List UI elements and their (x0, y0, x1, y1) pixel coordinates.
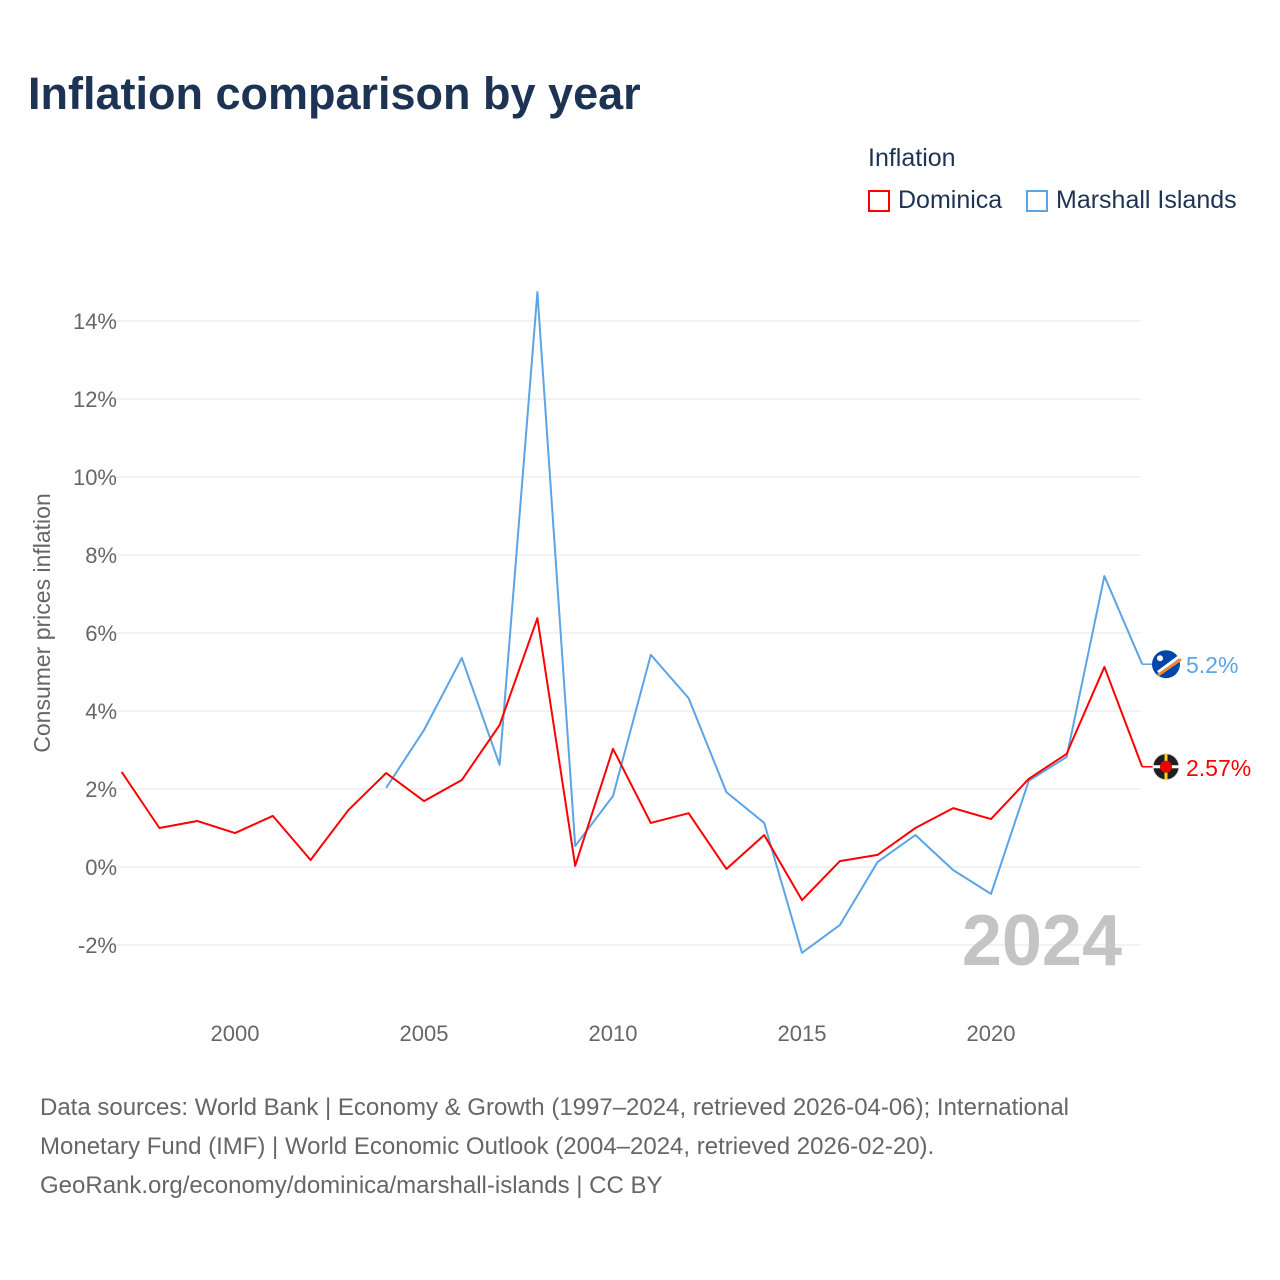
y-axis-label: Consumer prices inflation (29, 493, 55, 753)
y-tick-label: 14% (73, 309, 117, 334)
year-watermark: 2024 (962, 901, 1122, 981)
legend-label: Dominica (898, 186, 1003, 214)
legend-label: Marshall Islands (1056, 186, 1237, 214)
y-tick-label: 10% (73, 465, 117, 490)
y-tick-label: -2% (78, 933, 117, 958)
flag-disc (1160, 760, 1172, 773)
series-line-marshall-islands (385, 291, 1144, 954)
x-tick-label: 2010 (589, 1021, 638, 1046)
x-tick-label: 2005 (400, 1021, 449, 1046)
y-tick-label: 4% (85, 699, 117, 724)
footer-line: Data sources: World Bank | Economy & Gro… (40, 1094, 1070, 1121)
y-tick-label: 0% (85, 855, 117, 880)
series-line-dominica (120, 617, 1144, 902)
legend-swatch-marshall-islands (1026, 189, 1048, 212)
end-value-label-dominica: 2.57% (1186, 755, 1251, 781)
y-tick-label: 8% (85, 543, 117, 568)
legend-item-marshall-islands[interactable]: Marshall Islands (1026, 186, 1237, 215)
x-tick-label: 2000 (211, 1021, 260, 1046)
x-tick-label: 2015 (778, 1021, 827, 1046)
end-value-label-marshall-islands: 5.2% (1186, 652, 1238, 678)
flag-stripe (1157, 653, 1182, 674)
footer-line: Monetary Fund (IMF) | World Economic Out… (40, 1133, 935, 1160)
y-tick-label: 2% (85, 777, 117, 802)
footer-line: GeoRank.org/economy/dominica/marshall-is… (40, 1172, 663, 1199)
y-tick-label: 6% (85, 621, 117, 646)
chart-title: Inflation comparison by year (28, 68, 641, 119)
legend-item-dominica[interactable]: Dominica (868, 186, 1002, 215)
x-tick-label: 2020 (967, 1021, 1016, 1046)
legend-swatch-dominica (868, 189, 890, 212)
footer: Data sources: World Bank | Economy & Gro… (40, 1088, 1069, 1205)
legend-title: Inflation (868, 144, 956, 172)
y-tick-label: 12% (73, 387, 117, 412)
flag-star (1157, 655, 1163, 662)
flag-stripe (1157, 657, 1182, 677)
